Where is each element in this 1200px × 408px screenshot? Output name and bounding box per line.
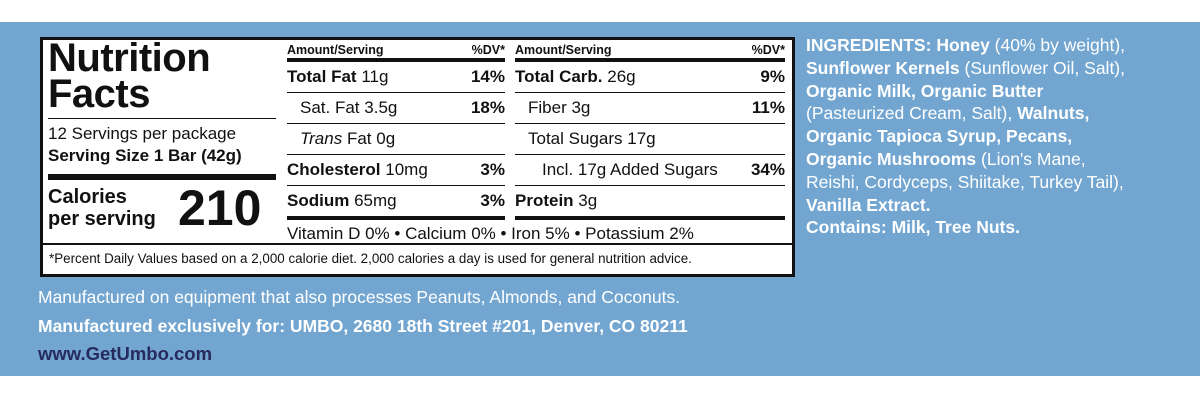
amount: 3g xyxy=(571,98,591,117)
calories-line: Calories xyxy=(48,186,127,208)
label-italic: Trans xyxy=(300,129,343,148)
contains: Contains: Milk, Tree Nuts. xyxy=(806,216,1128,239)
title: Nutrition Facts xyxy=(48,36,211,116)
title-line: Nutrition xyxy=(48,36,211,80)
nutrition-facts-panel: Nutrition Facts 12 Servings per package S… xyxy=(40,37,795,277)
contains-text: Milk, Tree Nuts. xyxy=(891,217,1020,238)
allergen-note: Manufactured on equipment that also proc… xyxy=(38,287,681,307)
ingredients-heading: INGREDIENTS: xyxy=(806,35,932,55)
ingredient-name: Organic Mushrooms xyxy=(806,148,977,169)
ingredient-name: Organic Milk, xyxy=(806,80,916,101)
label: Total Fat xyxy=(287,67,357,86)
header-dv: %DV* xyxy=(471,43,505,57)
ingredient-name: Organic Tapioca Syrup, xyxy=(806,126,1002,147)
amount: 3g xyxy=(578,191,598,210)
nutrient-row: Sat. Fat 3.5g 18% xyxy=(287,93,505,124)
table-header: Amount/Serving %DV* xyxy=(287,43,505,62)
amount: 26g xyxy=(607,67,636,86)
ingredient-detail: (40% by weight), xyxy=(994,35,1126,55)
amount: 17g xyxy=(627,129,656,148)
dv: 14% xyxy=(470,67,505,86)
contains-label: Contains: xyxy=(806,217,887,238)
nutrient-row: Sodium 65mg 3% xyxy=(287,186,505,220)
calories-line: per serving xyxy=(48,208,156,230)
nutrient-row: Total Fat 11g 14% xyxy=(287,62,505,93)
nutrient-row: Fiber 3g 11% xyxy=(515,93,785,124)
serving-size: Serving Size 1 Bar (42g) xyxy=(48,146,242,165)
nutrient-row: Trans Fat 0g xyxy=(287,124,505,155)
nutrient-row: Total Carb. 26g 9% xyxy=(515,62,785,93)
thick-rule xyxy=(48,174,276,180)
title-line: Facts xyxy=(48,72,151,116)
dv: 18% xyxy=(470,98,505,117)
rule xyxy=(48,118,276,119)
dv: 11% xyxy=(751,98,785,117)
label: Fiber xyxy=(528,98,567,117)
vitamins: Vitamin D 0% • Calcium 0% • Iron 5% • Po… xyxy=(287,224,694,243)
ingredient-detail: (Pasteurized Cream, Salt), xyxy=(806,103,1013,124)
label: Fat xyxy=(346,129,372,148)
nutrient-row: Cholesterol 10mg 3% xyxy=(287,155,505,186)
label: Sodium xyxy=(287,191,350,210)
ingredient-detail: (Sunflower Oil, Salt), xyxy=(964,57,1125,78)
dv: 9% xyxy=(760,67,785,86)
amount: 0g xyxy=(376,129,396,148)
ingredient-name: Organic Butter xyxy=(920,80,1044,101)
nutrient-row: Total Sugars 17g xyxy=(515,124,785,155)
items: Honey (40% by weight), Sunflower Kernels… xyxy=(806,35,1125,215)
ingredient-name: Vanilla Extract. xyxy=(806,194,931,215)
ingredient-name: Honey xyxy=(936,35,990,55)
amount: 65mg xyxy=(354,191,397,210)
left-table: Amount/Serving %DV* Total Fat 11g 14% Sat.… xyxy=(287,43,505,220)
table-header: Amount/Serving %DV* xyxy=(515,43,785,62)
dv: 3% xyxy=(480,160,505,179)
label: Cholesterol xyxy=(287,160,381,179)
header-amount: Amount/Serving xyxy=(287,43,384,57)
amount: 11g xyxy=(361,67,389,86)
ingredient-name: Sunflower Kernels xyxy=(806,57,960,78)
label: Sat. Fat xyxy=(300,98,360,117)
website: www.GetUmbo.com xyxy=(38,343,213,364)
calories-label: Calories per serving xyxy=(48,186,156,230)
ingredient-detail: (Lion's Mane, Reishi, Cordyceps, Shiitak… xyxy=(806,148,1124,192)
label: Total Carb. xyxy=(515,67,603,86)
nutrient-row: Incl. 17g Added Sugars 34% xyxy=(515,155,785,186)
label: Incl. 17g Added Sugars xyxy=(542,160,718,179)
amount: 3.5g xyxy=(364,98,398,117)
manufacturer: Manufactured exclusively for: UMBO, 2680… xyxy=(38,316,688,336)
dv: 3% xyxy=(480,191,505,210)
label: Protein xyxy=(515,191,574,210)
dv: 34% xyxy=(750,160,785,179)
header-dv: %DV* xyxy=(751,43,785,57)
amount: 10mg xyxy=(385,160,428,179)
ingredient-list: INGREDIENTS: Honey (40% by weight), Sunf… xyxy=(806,34,1128,216)
calories-value: 210 xyxy=(178,180,262,236)
rule xyxy=(43,243,792,245)
ingredient-name: Walnuts, xyxy=(1017,103,1090,124)
ingredients: INGREDIENTS: Honey (40% by weight), Sunf… xyxy=(806,34,1128,239)
label: Total Sugars xyxy=(528,129,623,148)
nutrient-row: Protein 3g xyxy=(515,186,785,220)
ingredient-name: Pecans, xyxy=(1006,126,1073,147)
header-amount: Amount/Serving xyxy=(515,43,612,57)
servings: 12 Servings per package xyxy=(48,124,237,143)
right-table: Amount/Serving %DV* Total Carb. 26g 9% Fib… xyxy=(515,43,785,220)
footnote: *Percent Daily Values based on a 2,000 c… xyxy=(49,251,692,266)
